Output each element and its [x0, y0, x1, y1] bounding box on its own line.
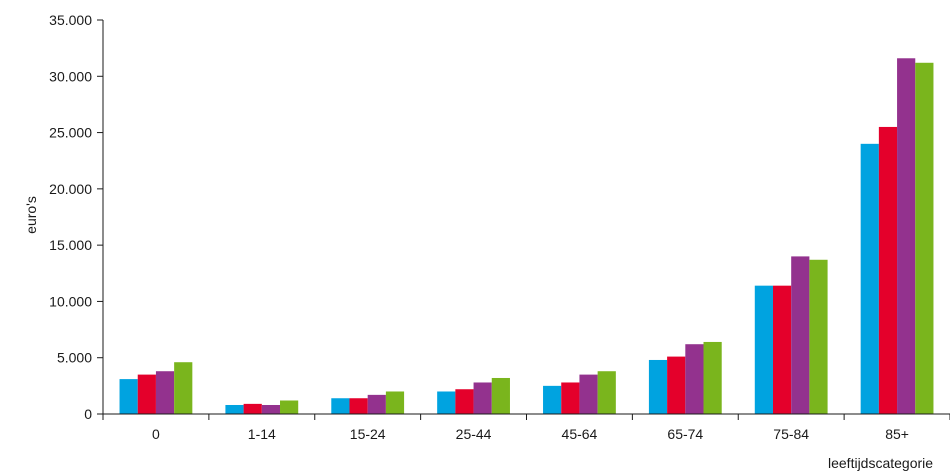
bars-layer	[119, 58, 934, 415]
bar-15-24-series-4	[385, 391, 405, 414]
y-axis: 0 5.000 10.000 15.000 20.000 25.000 30.000 35.0…	[49, 12, 104, 422]
bar-45-64-series-4	[597, 371, 616, 414]
y-tick-label: 0	[84, 406, 92, 422]
bar-75-84-series-3	[791, 256, 810, 414]
y-axis-title: euro's	[23, 196, 39, 234]
x-tick-label: 65-74	[667, 426, 703, 442]
bar-65-74-series-3	[685, 344, 704, 414]
x-tick-label: 75-84	[773, 426, 809, 442]
y-tick-label: 35.000	[49, 12, 92, 28]
y-tick-label: 5.000	[57, 350, 92, 366]
bar-45-64-series-3	[579, 374, 598, 414]
bar-65-74-series-1	[648, 359, 668, 414]
bar-75-84-series-2	[772, 285, 792, 414]
bar-1-14-series-1	[225, 404, 244, 414]
bar-45-64-series-1	[543, 385, 562, 414]
bar-85+-series-4	[915, 62, 934, 415]
y-ticks: 0 5.000 10.000 15.000 20.000 25.000 30.000 35.0…	[49, 12, 103, 422]
bar-0-series-3	[155, 371, 175, 414]
bar-85+-series-3	[897, 58, 916, 414]
x-tick-label: 15-24	[350, 426, 386, 442]
bar-25-44-series-4	[491, 377, 510, 414]
x-tick-label: 1-14	[248, 426, 276, 442]
bar-0-series-2	[137, 374, 156, 414]
bar-25-44-series-3	[473, 382, 492, 414]
bar-65-74-series-2	[667, 356, 686, 414]
bar-45-64-series-2	[561, 382, 580, 414]
x-tick-label: 45-64	[562, 426, 598, 442]
bar-75-84-series-1	[754, 285, 773, 414]
bar-65-74-series-4	[703, 341, 722, 414]
bar-25-44-series-2	[455, 389, 474, 414]
x-tick-label: 0	[152, 426, 160, 442]
bar-1-14-series-2	[243, 403, 262, 414]
y-tick-label: 30.000	[49, 68, 92, 84]
y-tick-label: 25.000	[49, 125, 92, 141]
bar-1-14-series-3	[261, 404, 281, 414]
bar-15-24-series-3	[367, 394, 386, 414]
bar-0-series-1	[119, 379, 138, 414]
y-tick-label: 15.000	[49, 237, 92, 253]
x-ticks: 0 1-14 15-24 25-44 45-64 65-74 75-84 85+	[102, 414, 950, 442]
x-axis-title: leeftijdscategorie	[828, 455, 933, 471]
x-tick-label: 85+	[885, 426, 909, 442]
bar-85+-series-1	[860, 143, 879, 415]
bar-75-84-series-4	[809, 259, 828, 414]
y-tick-label: 20.000	[49, 181, 92, 197]
bar-0-series-4	[174, 362, 193, 414]
x-tick-label: 25-44	[456, 426, 492, 442]
bar-25-44-series-1	[437, 391, 456, 414]
bar-1-14-series-4	[280, 400, 299, 414]
y-tick-label: 10.000	[49, 293, 92, 309]
x-axis: 0 1-14 15-24 25-44 45-64 65-74 75-84 85+	[102, 413, 950, 442]
bar-15-24-series-1	[331, 398, 350, 414]
bar-85+-series-2	[878, 126, 898, 414]
bar-15-24-series-2	[349, 398, 368, 414]
